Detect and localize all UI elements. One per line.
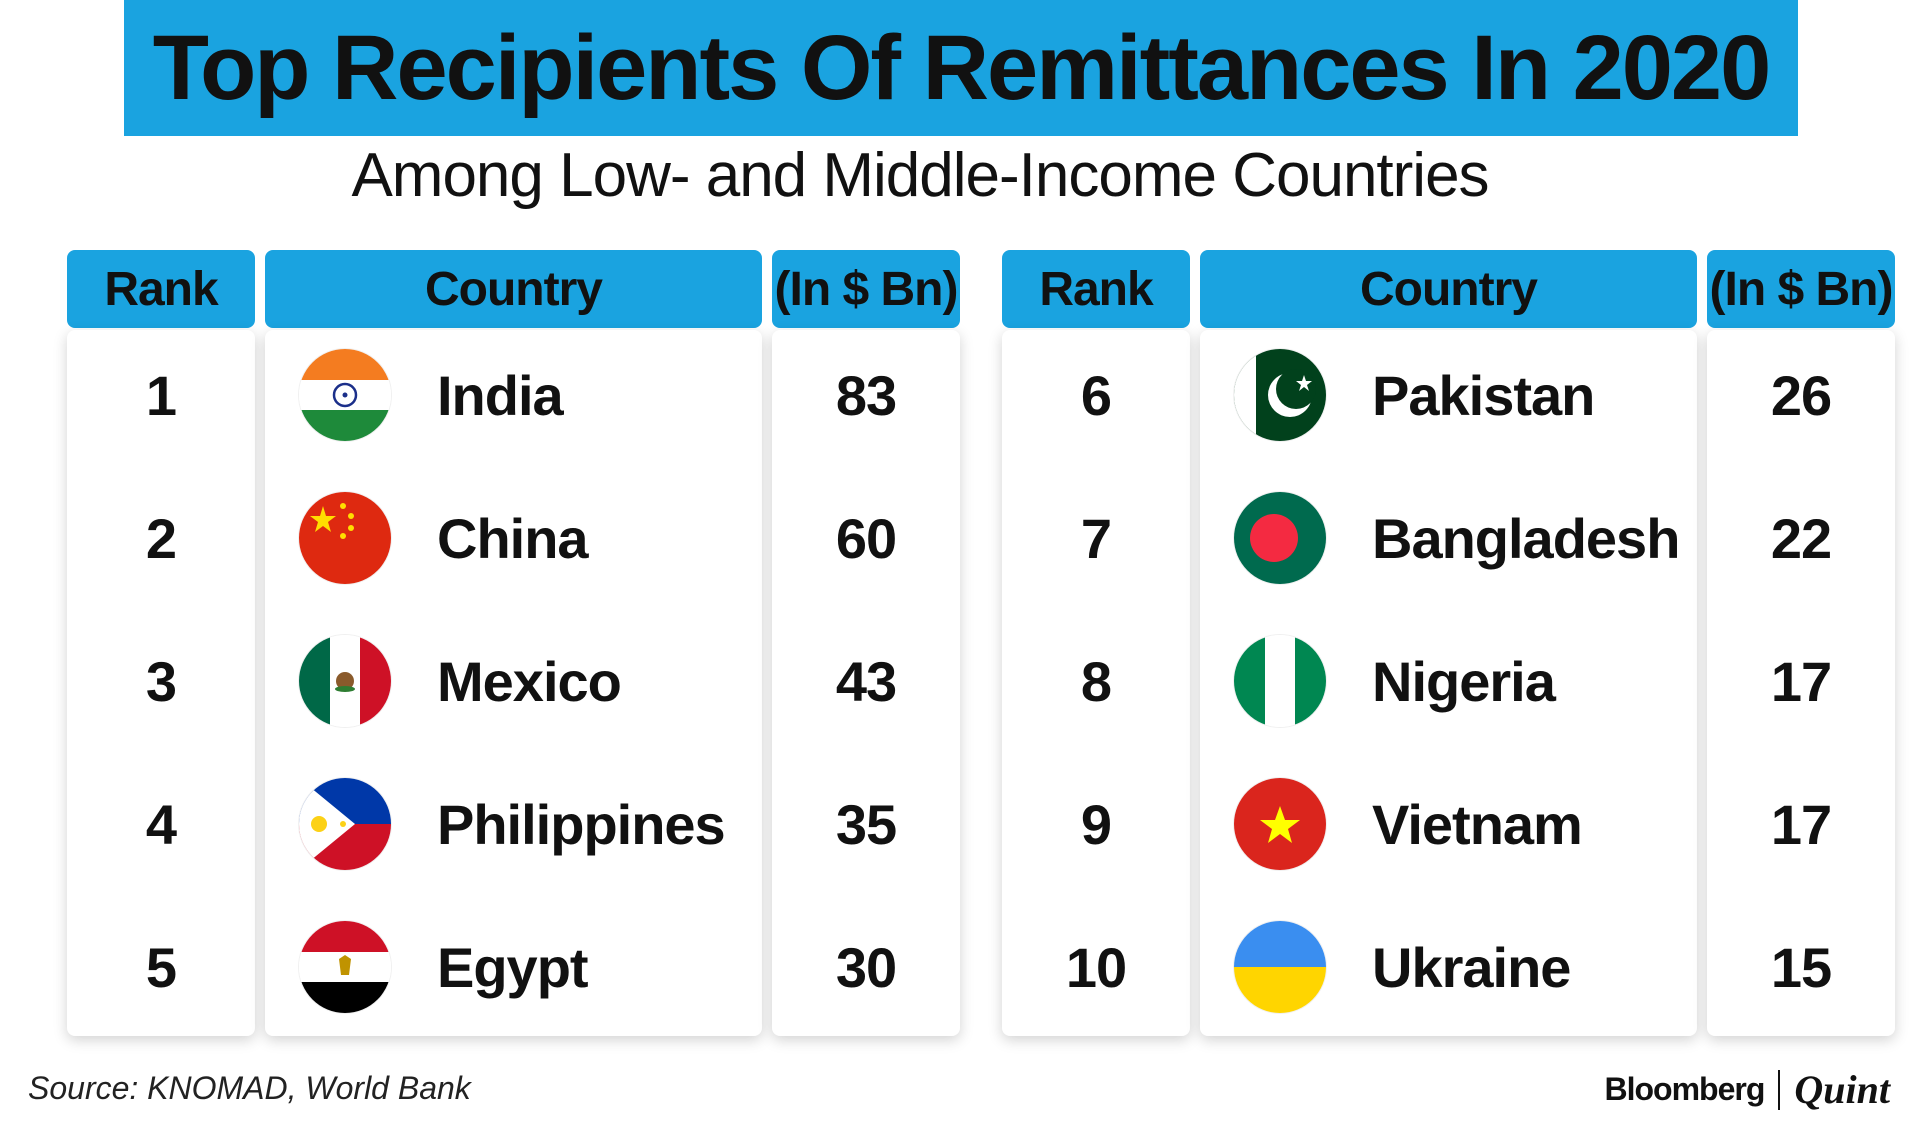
rank-column-left: [67, 330, 255, 1036]
value-column-right: [1707, 330, 1895, 1036]
value-cell: 60: [835, 506, 897, 570]
header-country-left: Country: [265, 250, 762, 328]
value-column-left: [772, 330, 960, 1036]
pakistan-flag-icon: [1234, 349, 1326, 441]
country-cell: Ukraine: [1372, 935, 1571, 999]
rank-column-right: [1002, 330, 1190, 1036]
country-cell: Mexico: [437, 649, 622, 713]
rank-cell: 9: [1080, 792, 1112, 856]
india-flag-icon: [299, 349, 391, 441]
egypt-flag-icon: [299, 921, 391, 1013]
country-cell: Philippines: [437, 792, 726, 856]
value-cell: 30: [835, 935, 897, 999]
brand-logo: Bloomberg Quint: [1605, 1066, 1891, 1113]
rank-cell: 8: [1080, 649, 1112, 713]
header-value-right: (In $ Bn): [1707, 250, 1895, 328]
china-flag-icon: [299, 492, 391, 584]
rank-cell: 5: [145, 935, 177, 999]
nigeria-flag-icon: [1234, 635, 1326, 727]
brand-bloomberg: Bloomberg: [1604, 1071, 1766, 1107]
value-cell: 17: [1770, 649, 1832, 713]
value-cell: 22: [1770, 506, 1832, 570]
brand-divider: [1778, 1069, 1781, 1110]
source-note: Source: KNOMAD, World Bank: [28, 1070, 471, 1106]
value-cell: 83: [835, 363, 897, 427]
rank-cell: 6: [1080, 363, 1112, 427]
mexico-flag-icon: [299, 635, 391, 727]
country-cell: Nigeria: [1372, 649, 1556, 713]
bangladesh-flag-icon: [1234, 492, 1326, 584]
country-cell: China: [437, 506, 589, 570]
country-cell: India: [437, 363, 564, 427]
value-cell: 26: [1770, 363, 1832, 427]
value-cell: 17: [1770, 792, 1832, 856]
philippines-flag-icon: [299, 778, 391, 870]
country-cell: Egypt: [437, 935, 589, 999]
brand-quint: Quint: [1794, 1067, 1890, 1112]
country-cell: Vietnam: [1372, 792, 1583, 856]
value-cell: 15: [1770, 935, 1832, 999]
header-rank-left: Rank: [67, 250, 255, 328]
vietnam-flag-icon: [1234, 778, 1326, 870]
country-cell: Pakistan: [1372, 363, 1595, 427]
page-subtitle: Among Low- and Middle-Income Countries: [351, 141, 1489, 210]
rank-cell: 4: [145, 792, 177, 856]
rank-cell: 10: [1065, 935, 1127, 999]
header-rank-right: Rank: [1002, 250, 1190, 328]
rank-cell: 7: [1080, 506, 1112, 570]
value-cell: 35: [835, 792, 897, 856]
title-banner: Top Recipients Of Remittances In 2020: [124, 0, 1798, 136]
value-cell: 43: [835, 649, 897, 713]
rank-cell: 1: [145, 363, 177, 427]
page-title: Top Recipients Of Remittances In 2020: [152, 16, 1772, 119]
ukraine-flag-icon: [1234, 921, 1326, 1013]
rank-cell: 3: [145, 649, 177, 713]
rank-cell: 2: [145, 506, 177, 570]
header-value-left: (In $ Bn): [772, 250, 960, 328]
header-country-right: Country: [1200, 250, 1697, 328]
country-cell: Bangladesh: [1372, 506, 1680, 570]
